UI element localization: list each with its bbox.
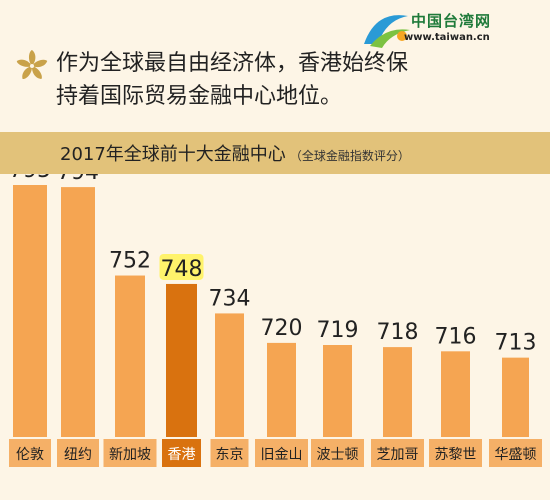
bar-伦敦 bbox=[13, 185, 47, 437]
category-label-纽约: 纽约 bbox=[64, 447, 92, 463]
bar-苏黎世 bbox=[441, 351, 470, 437]
bar-chart: 795 伦敦 794 纽约 752 新加坡 748 香港 734 东京 720 旧金山 719 波士顿 71… bbox=[9, 174, 542, 467]
category-box-华盛顿 bbox=[489, 439, 542, 467]
category-label-波士顿: 波士顿 bbox=[317, 447, 359, 463]
value-label-东京: 734 bbox=[209, 286, 251, 311]
category-label-伦敦: 伦敦 bbox=[16, 447, 44, 463]
category-box-苏黎世 bbox=[429, 439, 482, 467]
headline: 作为全球最自由经济体，香港始终保 持着国际贸易金融中心地位。 bbox=[56, 47, 408, 113]
bar-华盛顿 bbox=[502, 357, 529, 437]
taiwan-cn-logo bbox=[364, 15, 410, 48]
category-box-东京 bbox=[210, 439, 249, 467]
chart-title-text: 2017年全球前十大金融中心 bbox=[60, 144, 286, 165]
value-label-新加坡: 752 bbox=[109, 249, 151, 274]
category-box-纽约 bbox=[57, 439, 99, 467]
headline-line-2: 持着国际贸易金融中心地位。 bbox=[56, 84, 343, 109]
value-label-芝加哥: 718 bbox=[377, 320, 419, 345]
category-label-新加坡: 新加坡 bbox=[109, 447, 151, 463]
category-box-旧金山 bbox=[255, 439, 308, 467]
chart-subtitle: （全球金融指数评分） bbox=[289, 149, 410, 163]
logo-url: www.taiwan.cn bbox=[404, 32, 490, 43]
category-box-波士顿 bbox=[311, 439, 364, 467]
value-label-伦敦: 795 bbox=[9, 174, 51, 183]
value-label-旧金山: 720 bbox=[261, 316, 303, 341]
value-label-纽约: 794 bbox=[57, 174, 99, 185]
category-box-新加坡 bbox=[103, 439, 157, 467]
bar-新加坡 bbox=[115, 275, 145, 437]
chart-title-banner: 2017年全球前十大金融中心 （全球金融指数评分） bbox=[0, 132, 550, 174]
logo-name: 中国台湾网 bbox=[411, 12, 492, 30]
bar-香港 bbox=[166, 283, 197, 437]
category-box-芝加哥 bbox=[371, 439, 424, 467]
bauhinia-flower-icon bbox=[16, 50, 48, 79]
category-label-香港: 香港 bbox=[168, 447, 196, 463]
category-label-旧金山: 旧金山 bbox=[261, 447, 303, 463]
bar-旧金山 bbox=[267, 342, 296, 437]
value-label-华盛顿: 713 bbox=[495, 331, 537, 356]
category-box-香港 bbox=[162, 439, 201, 467]
value-highlight-box bbox=[159, 253, 204, 280]
category-label-芝加哥: 芝加哥 bbox=[377, 447, 419, 463]
value-label-香港: 748 bbox=[161, 257, 203, 282]
bar-东京 bbox=[215, 313, 244, 437]
chart-title: 2017年全球前十大金融中心 （全球金融指数评分） bbox=[60, 140, 410, 166]
value-label-波士顿: 719 bbox=[317, 318, 359, 343]
category-label-苏黎世: 苏黎世 bbox=[435, 447, 477, 463]
bar-纽约 bbox=[61, 187, 95, 437]
bar-芝加哥 bbox=[383, 347, 412, 437]
category-label-华盛顿: 华盛顿 bbox=[495, 447, 537, 463]
category-label-东京: 东京 bbox=[216, 447, 244, 463]
value-label-苏黎世: 716 bbox=[435, 324, 477, 349]
category-box-伦敦 bbox=[9, 439, 51, 467]
headline-line-1: 作为全球最自由经济体，香港始终保 bbox=[56, 51, 409, 76]
bar-波士顿 bbox=[323, 345, 352, 437]
